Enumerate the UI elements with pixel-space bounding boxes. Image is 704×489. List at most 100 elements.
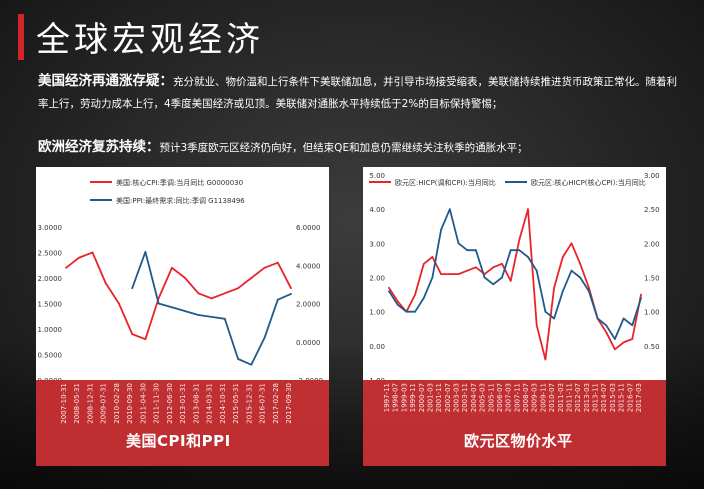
data-point bbox=[527, 256, 529, 258]
series-line-blue bbox=[388, 208, 642, 340]
left-axis-tick-label: 4.00 bbox=[369, 206, 385, 214]
data-point bbox=[210, 297, 213, 300]
right-axis-tick-label: 1.50 bbox=[644, 275, 660, 283]
right-axis-tick-label: 2.50 bbox=[644, 206, 660, 214]
data-point bbox=[263, 337, 266, 339]
data-point bbox=[631, 324, 634, 327]
data-point bbox=[570, 269, 573, 272]
eu-price-chart-panel: 5.00 4.00 3.00 2.00 1.00 0.00 -1.00 3.00 2.50 2.0… bbox=[363, 167, 666, 380]
data-point bbox=[587, 290, 590, 293]
data-point bbox=[518, 239, 521, 241]
data-point bbox=[501, 262, 503, 265]
data-point bbox=[197, 314, 200, 316]
data-point bbox=[91, 251, 94, 254]
data-point bbox=[223, 292, 226, 295]
legend-entry: 美国:PPI:最终需求:同比:季调 G1138496 bbox=[116, 196, 245, 205]
data-point bbox=[422, 297, 425, 299]
title-accent-bar bbox=[18, 14, 24, 60]
left-axis-tick-label: 1.00 bbox=[369, 309, 385, 317]
data-point bbox=[170, 306, 173, 309]
us-cpi-ppi-chart-panel: 3.0000 2.5000 2.0000 1.5000 1.0000 0.5000 0.00… bbox=[36, 167, 329, 380]
data-point bbox=[622, 317, 625, 320]
data-point bbox=[170, 266, 173, 269]
data-point bbox=[553, 286, 556, 289]
data-point bbox=[388, 290, 390, 293]
data-point bbox=[65, 266, 67, 269]
data-point bbox=[276, 298, 279, 301]
data-point bbox=[210, 315, 213, 318]
data-point bbox=[197, 292, 200, 295]
data-point bbox=[483, 276, 486, 279]
right-axis-tick-label: 1.00 bbox=[644, 309, 660, 317]
data-point bbox=[614, 338, 616, 340]
data-point bbox=[184, 277, 187, 279]
data-point bbox=[527, 208, 529, 211]
data-point bbox=[561, 256, 564, 258]
eu-economy-heading: 欧洲经济复苏持续： bbox=[38, 139, 160, 155]
data-point bbox=[290, 293, 292, 295]
right-axis-tick-label: 3.00 bbox=[644, 172, 660, 180]
eu-chart-caption: 欧元区物价水平 bbox=[464, 432, 573, 450]
data-point bbox=[250, 277, 253, 279]
data-point bbox=[396, 300, 399, 303]
right-axis-tick-label: 0.50 bbox=[644, 343, 660, 351]
left-axis-tick-label: 0.0000 bbox=[38, 377, 63, 380]
right-axis-tick-label: 2.00 bbox=[644, 240, 660, 248]
data-point bbox=[535, 324, 538, 327]
data-point bbox=[457, 273, 460, 275]
data-point bbox=[640, 297, 642, 299]
data-point bbox=[263, 266, 266, 269]
left-axis-tick-label: 2.5000 bbox=[38, 250, 63, 258]
data-point bbox=[144, 338, 147, 341]
left-axis-tick-label: 0.5000 bbox=[38, 352, 63, 360]
data-point bbox=[466, 249, 469, 252]
data-point bbox=[570, 242, 573, 245]
data-point bbox=[509, 280, 512, 282]
data-point bbox=[131, 287, 134, 290]
left-axis-tick-label: 1.0000 bbox=[38, 326, 63, 334]
data-point bbox=[579, 262, 582, 265]
left-axis-tick-label: 2.00 bbox=[369, 275, 385, 283]
data-point bbox=[596, 317, 599, 320]
left-axis-tick-label: -1.00 bbox=[367, 377, 385, 380]
data-point bbox=[431, 256, 434, 258]
data-point bbox=[448, 273, 451, 275]
right-axis-tick-label: 6.0000 bbox=[296, 224, 321, 232]
data-point bbox=[631, 338, 634, 340]
data-point bbox=[237, 358, 239, 360]
data-point bbox=[104, 282, 107, 284]
data-point bbox=[535, 269, 538, 272]
data-point bbox=[614, 348, 616, 351]
data-point bbox=[250, 363, 253, 366]
left-axis-tick-label: 0.00 bbox=[369, 343, 385, 351]
left-axis-tick-label: 1.5000 bbox=[38, 301, 63, 309]
data-point bbox=[518, 249, 521, 252]
us-chart-caption: 美国CPI和PPI bbox=[126, 432, 231, 450]
data-point bbox=[131, 333, 134, 335]
us-economy-paragraph: 美国经济再通涨存疑：充分就业、物价温和上行条件下美联储加息，并引导市场接受缩表，… bbox=[38, 70, 678, 115]
data-point bbox=[290, 287, 292, 290]
data-point bbox=[276, 261, 279, 264]
series-line-red bbox=[388, 208, 642, 361]
data-point bbox=[553, 317, 556, 320]
right-axis-tick-label: -2.0000 bbox=[296, 377, 323, 380]
data-point bbox=[457, 242, 460, 245]
data-point bbox=[474, 249, 477, 252]
legend-entry: 欧元区:核心HICP(核心CPI):当月同比 bbox=[531, 178, 646, 187]
data-point bbox=[474, 266, 477, 269]
data-point bbox=[405, 310, 408, 313]
right-axis-tick-label: 2.0000 bbox=[296, 301, 321, 309]
data-point bbox=[561, 290, 564, 293]
data-point bbox=[440, 273, 443, 275]
data-point bbox=[414, 310, 416, 313]
eu-price-chart: 5.00 4.00 3.00 2.00 1.00 0.00 -1.00 3.00 2.50 2.0… bbox=[367, 172, 660, 380]
data-point bbox=[157, 302, 160, 305]
us-cpi-ppi-chart: 3.0000 2.5000 2.0000 1.5000 1.0000 0.5000 0.00… bbox=[38, 178, 324, 380]
right-axis-tick-label: 0.0000 bbox=[296, 339, 321, 347]
data-point bbox=[544, 310, 547, 313]
eu-caption-band bbox=[363, 380, 666, 466]
data-point bbox=[579, 276, 582, 279]
data-point bbox=[640, 293, 642, 296]
data-point bbox=[509, 249, 512, 252]
eu-economy-paragraph: 欧洲经济复苏持续：预计3季度欧元区经济仍向好，但结束QE和加息仍需继续关注秋季的… bbox=[38, 136, 678, 159]
